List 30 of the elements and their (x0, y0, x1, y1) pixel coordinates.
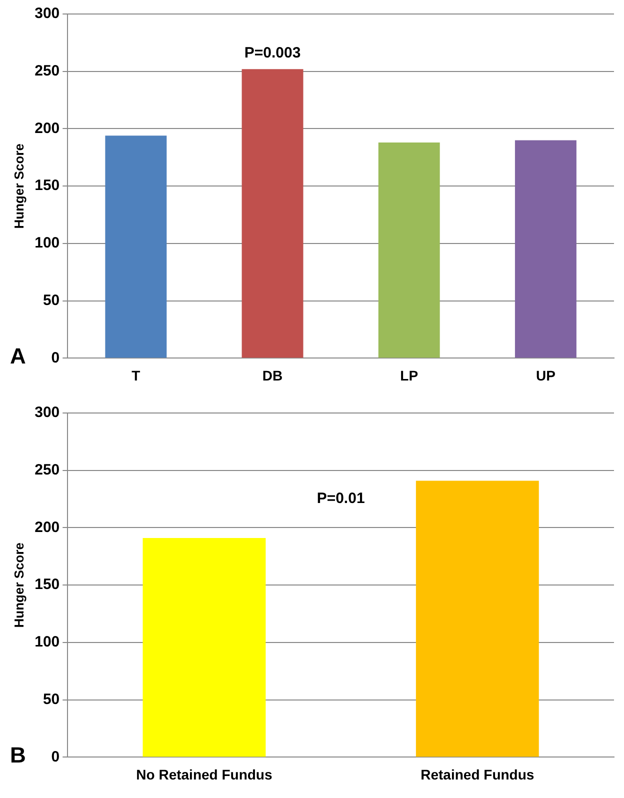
y-tick-label: 300 (34, 404, 60, 422)
x-tick-label: UP (536, 367, 556, 384)
y-tick-label: 250 (34, 462, 60, 479)
y-tick-label: 100 (34, 634, 60, 651)
y-tick-label: 0 (51, 748, 60, 766)
annotation: P=0.003 (244, 44, 301, 62)
y-tick-label: 200 (34, 518, 60, 536)
x-tick-label: LP (400, 367, 418, 384)
y-tick-label: 150 (34, 177, 60, 194)
bar (105, 136, 167, 358)
bar (378, 142, 440, 358)
x-tick-label: DB (262, 367, 283, 384)
bar (242, 69, 304, 358)
y-tick-label: 250 (34, 62, 60, 80)
x-tick-label: No Retained Fundus (136, 766, 272, 782)
annotation: P=0.01 (316, 490, 365, 508)
y-axis-title: Hunger Score (11, 143, 26, 229)
text: A (10, 343, 26, 368)
y-tick-label: 200 (34, 120, 60, 137)
x-tick-label: T (132, 367, 141, 384)
x-tick-label: Retained Fundus (420, 766, 534, 782)
y-tick-label: 50 (42, 690, 60, 708)
y-tick-label: 100 (34, 234, 60, 252)
y-tick-label: 0 (51, 349, 60, 366)
text: B (10, 742, 26, 768)
y-tick-label: 150 (34, 576, 60, 594)
y-tick-label: 300 (34, 5, 60, 22)
y-tick-label: 50 (42, 292, 60, 309)
bar (514, 140, 576, 358)
y-axis-title: Hunger Score (11, 542, 26, 628)
